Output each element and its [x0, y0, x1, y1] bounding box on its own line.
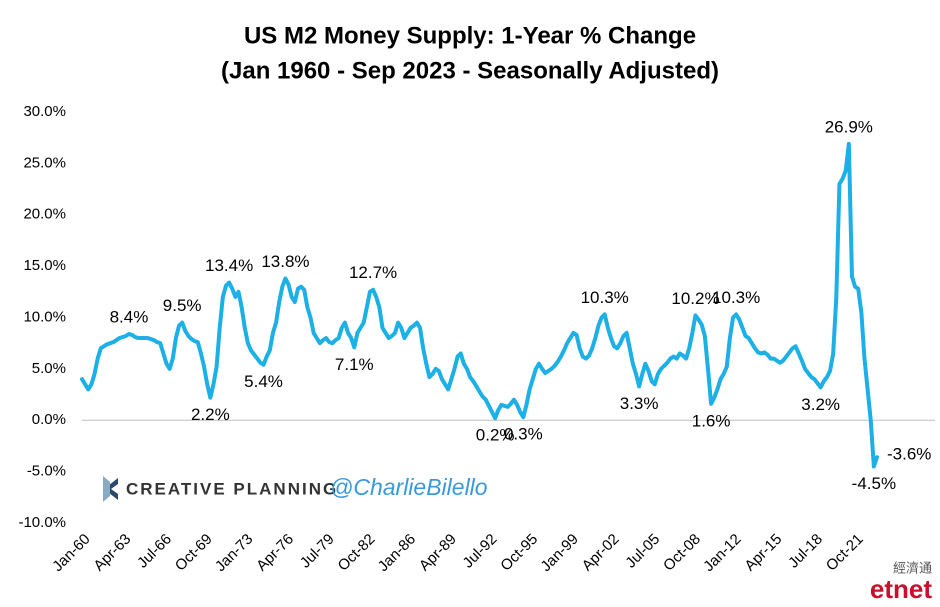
y-tick-label: 10.0% — [23, 308, 66, 325]
x-tick-label: Jan-12 — [700, 531, 744, 575]
logo-icon — [103, 476, 110, 502]
x-tick-label: Oct-69 — [172, 531, 216, 575]
x-tick-label: Jul-92 — [460, 531, 501, 572]
data-label: 10.3% — [712, 288, 760, 307]
data-label: -3.6% — [887, 445, 931, 464]
data-label: 9.5% — [163, 296, 202, 315]
source-chinese: 經濟通 — [893, 560, 932, 575]
y-tick-label: 15.0% — [23, 257, 66, 274]
data-line — [80, 141, 879, 469]
data-label: 1.6% — [692, 411, 731, 430]
x-tick-label: Apr-63 — [90, 531, 134, 575]
x-tick-label: Jul-79 — [297, 531, 338, 572]
x-tick-label: Apr-76 — [253, 531, 297, 575]
x-tick-label: Apr-89 — [416, 531, 460, 575]
firm-name: CREATIVE PLANNING — [126, 479, 338, 498]
logo-icon — [104, 478, 118, 500]
data-label: -4.5% — [852, 474, 896, 493]
x-tick-label: Jan-86 — [375, 531, 419, 575]
chart-title: US M2 Money Supply: 1-Year % Change — [244, 22, 696, 49]
x-tick-label: Jul-66 — [134, 531, 175, 572]
data-label: 3.3% — [620, 394, 659, 413]
x-tick-label: Jan-99 — [537, 531, 581, 575]
firm-logo: CREATIVE PLANNING — [103, 476, 338, 502]
data-label: 8.4% — [110, 307, 149, 326]
data-label: 13.8% — [261, 252, 309, 271]
data-label: 5.4% — [244, 372, 283, 391]
y-tick-label: 5.0% — [32, 360, 66, 377]
data-label: 0.2% — [476, 426, 515, 445]
x-tick-label: Apr-15 — [741, 531, 785, 575]
x-tick-label: Apr-02 — [579, 531, 623, 575]
source-logo: etnet — [870, 574, 932, 604]
x-tick-label: Jul-18 — [785, 531, 826, 572]
data-label: 0.3% — [504, 425, 543, 444]
author-handle: @CharlieBilello — [330, 474, 488, 500]
x-tick-label: Oct-08 — [660, 531, 704, 575]
y-tick-label: -10.0% — [18, 514, 66, 531]
data-label: 26.9% — [825, 117, 873, 136]
x-tick-label: Oct-82 — [335, 531, 379, 575]
data-label: 13.4% — [205, 256, 253, 275]
x-tick-label: Oct-95 — [497, 531, 541, 575]
x-tick-label: Jan-60 — [49, 531, 93, 575]
data-label: 10.2% — [671, 289, 719, 308]
y-tick-label: 25.0% — [23, 154, 66, 171]
data-label: 12.7% — [349, 263, 397, 282]
data-label: 3.2% — [801, 395, 840, 414]
data-label: 2.2% — [191, 405, 230, 424]
x-tick-label: Jan-73 — [212, 531, 256, 575]
chart-subtitle: (Jan 1960 - Sep 2023 - Seasonally Adjust… — [221, 57, 719, 84]
y-tick-label: 20.0% — [23, 206, 66, 223]
y-tick-label: -5.0% — [27, 463, 66, 480]
y-tick-label: 30.0% — [23, 103, 66, 120]
x-tick-label: Oct-21 — [823, 531, 867, 575]
x-tick-label: Jul-05 — [622, 531, 663, 572]
y-tick-label: 0.0% — [32, 411, 66, 428]
data-label: 10.3% — [581, 288, 629, 307]
data-label: 7.1% — [335, 355, 374, 374]
